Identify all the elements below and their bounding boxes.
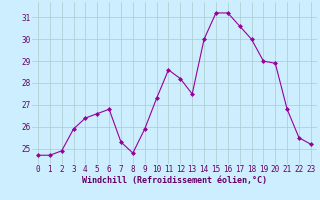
X-axis label: Windchill (Refroidissement éolien,°C): Windchill (Refroidissement éolien,°C) — [82, 176, 267, 185]
